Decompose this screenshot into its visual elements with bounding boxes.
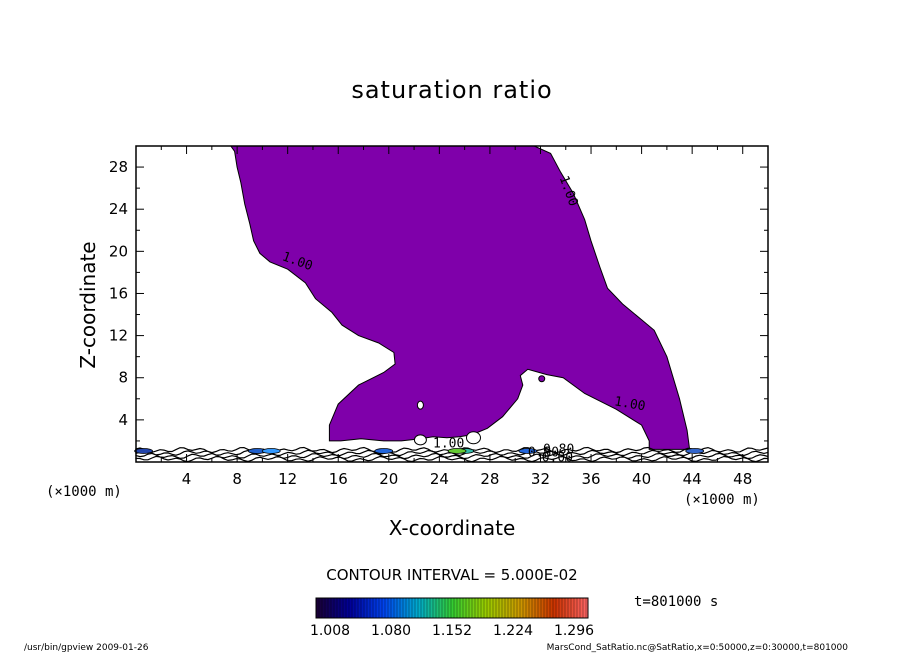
ground-contours	[135, 446, 769, 463]
contour-label: 0.80	[528, 446, 559, 461]
x-tick-label: 44	[683, 470, 702, 488]
supersaturation-patch	[685, 448, 705, 454]
contour-label: 0.80	[543, 443, 574, 458]
y-tick-label: 28	[109, 158, 128, 176]
region-layer	[229, 145, 691, 450]
x-tick-label: 4	[182, 470, 192, 488]
x-tick-label: 28	[480, 470, 499, 488]
y-tick-label: 12	[109, 327, 128, 345]
colorbar-tick-label: 1.224	[492, 623, 534, 639]
x-unit-right: (×1000 m)	[684, 492, 760, 508]
chart-title: saturation ratio	[351, 76, 553, 104]
y-axis-label: Z-coordinate	[76, 241, 100, 369]
region-hole	[465, 431, 481, 445]
x-tick-label: 12	[278, 470, 297, 488]
time-label: t=801000 s	[634, 594, 719, 610]
small-region	[538, 375, 546, 383]
supersaturation-patch	[261, 448, 281, 454]
y-tick-label: 4	[118, 411, 128, 429]
colorbar-tick-label: 1.152	[431, 623, 473, 639]
supersaturation-patch	[447, 448, 467, 454]
contour-interval: CONTOUR INTERVAL = 5.000E-02	[326, 566, 578, 584]
colorbar-tick-label: 1.008	[309, 623, 351, 639]
x-tick-label: 8	[232, 470, 242, 488]
colorbar-tick-label: 1.080	[370, 623, 412, 639]
supersaturation-patch	[518, 448, 538, 454]
x-axis-label: X-coordinate	[388, 516, 516, 540]
y-tick-label: 20	[109, 242, 128, 260]
supersaturated-region	[229, 145, 691, 450]
colorbar-tick-label: 1.296	[553, 623, 595, 639]
footer-right: MarsCond_SatRatio.nc@SatRatio,x=0:50000,…	[546, 643, 848, 653]
y-tick-label: 8	[118, 369, 128, 387]
x-tick-label: 40	[632, 470, 651, 488]
colorbar	[315, 597, 589, 619]
x-tick-label: 16	[329, 470, 348, 488]
contour-label: 1.00	[433, 436, 464, 451]
footer-left: /usr/bin/gpview 2009-01-26	[24, 643, 149, 653]
x-tick-label: 48	[733, 470, 752, 488]
region-hole	[416, 400, 424, 410]
region-hole	[413, 434, 427, 446]
x-tick-label: 32	[531, 470, 550, 488]
supersaturation-patch	[374, 448, 394, 454]
supersaturation-patch	[134, 448, 153, 454]
x-tick-label: 20	[379, 470, 398, 488]
contour-label: 1.00	[613, 394, 646, 414]
x-tick-label: 36	[581, 470, 600, 488]
contour-label: 0.00	[542, 450, 573, 465]
plot-frame	[135, 145, 769, 463]
y-tick-label: 24	[109, 200, 128, 218]
x-unit-left: (×1000 m)	[46, 484, 122, 500]
x-tick-label: 24	[430, 470, 449, 488]
y-tick-label: 16	[109, 284, 128, 302]
